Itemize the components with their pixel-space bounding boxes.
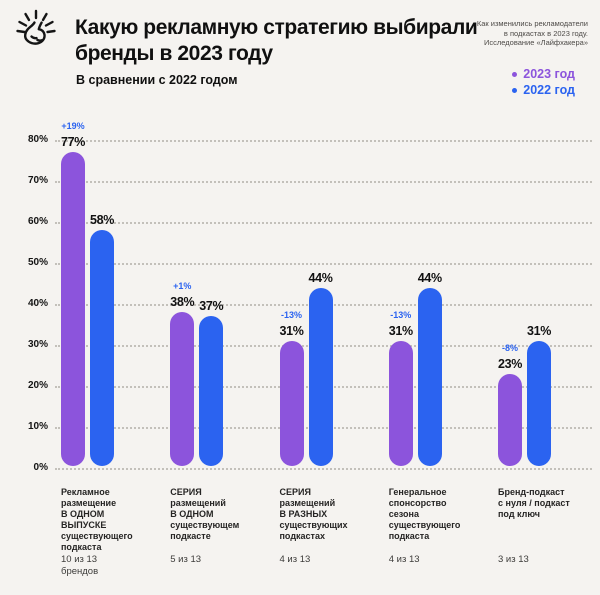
bar-2023 [61,152,85,466]
y-axis-tick: 20% [27,379,48,391]
legend-label-2023: 2023 год [523,67,575,81]
value-label-2022: 37% [199,299,224,314]
value-label-2023: 77% [60,135,86,150]
value-label-2023: 31% [279,323,304,338]
chart-legend: 2023 год 2022 год [512,66,575,98]
gridline [55,222,592,224]
bar-2022 [308,287,333,466]
source-note: Как изменились рекламодатели в подкастах… [476,19,588,47]
value-label-2023: 23% [497,356,523,371]
value-label-2022: 31% [526,323,552,338]
bar-2023 [498,373,522,466]
y-axis-tick: 80% [27,133,48,145]
change-label: -8% [501,342,518,353]
legend-dot-2022-icon [512,87,518,93]
y-axis-tick: 50% [27,256,48,268]
y-axis-tick: 0% [33,461,48,473]
y-axis-tick: 40% [27,297,48,309]
category-count: 10 из 13 брендов [61,554,99,577]
bar-2022 [527,340,551,466]
bar-2023 [279,340,304,466]
legend-dot-2023-icon [512,71,518,77]
category-count: 5 из 13 [170,554,202,565]
legend-item-2023: 2023 год [512,66,575,82]
bar-2022 [417,287,442,466]
category-label: Бренд-подкаст с нуля / подкаст под ключ [498,487,570,519]
category-label: Рекламное размещение В ОДНОМ ВЫПУСКЕ сущ… [61,487,133,552]
category-count: 4 из 13 [279,554,311,565]
legend-item-2022: 2022 год [512,82,575,98]
bar-2022 [90,230,114,466]
bar-2022 [199,316,224,466]
gridline [55,181,592,183]
gridline [55,140,592,142]
snap-fingers-icon [12,8,60,56]
category-count: 3 из 13 [498,554,529,565]
change-label: -13% [390,309,412,320]
bar-2023 [170,312,195,466]
category-label: СЕРИЯ размещений В РАЗНЫХ существующих п… [279,487,348,541]
category-label: СЕРИЯ размещений В ОДНОМ существующем по… [170,487,240,541]
bar-2023 [388,340,413,466]
category-count: 4 из 13 [388,554,420,565]
legend-label-2022: 2022 год [523,83,575,97]
value-label-2022: 44% [417,270,442,285]
value-label-2023: 38% [170,295,195,310]
category-label: Генеральное спонсорство сезона существую… [388,487,461,541]
value-label-2022: 44% [308,270,333,285]
change-label: +19% [61,121,85,132]
value-label-2022: 58% [89,213,115,228]
y-axis-tick: 30% [27,338,48,350]
y-axis-tick: 60% [27,215,48,227]
value-label-2023: 31% [388,323,413,338]
gridline [55,263,592,265]
gridline [55,468,592,470]
page-subtitle: В сравнении с 2022 годом [76,73,238,87]
y-axis-tick: 70% [27,174,48,186]
page-title: Какую рекламную стратегию выбирали бренд… [75,16,478,65]
change-label: +1% [173,281,192,292]
y-axis-tick: 10% [27,420,48,432]
change-label: -13% [280,309,302,320]
